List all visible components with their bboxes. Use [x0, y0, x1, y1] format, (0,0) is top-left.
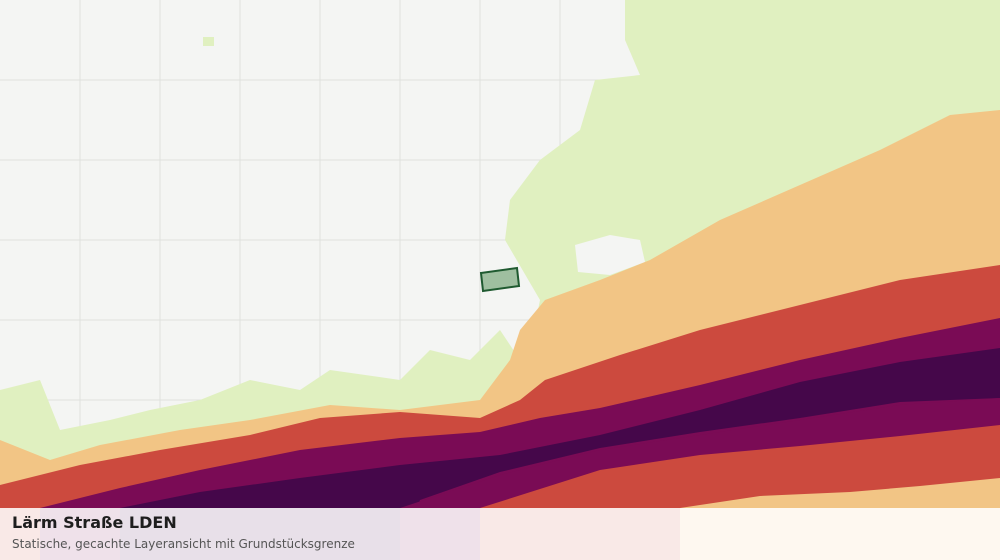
caption-title: Lärm Straße LDEN: [12, 513, 177, 532]
clearing: [575, 235, 645, 275]
zone-lowest: [0, 0, 1000, 470]
caption-subtitle: Statische, gecachte Layeransicht mit Gru…: [12, 537, 355, 551]
zone-darkest: [120, 348, 1000, 560]
parcel-boundary: [479, 266, 521, 293]
patch: [203, 37, 214, 46]
caption-panel: [0, 508, 1000, 560]
